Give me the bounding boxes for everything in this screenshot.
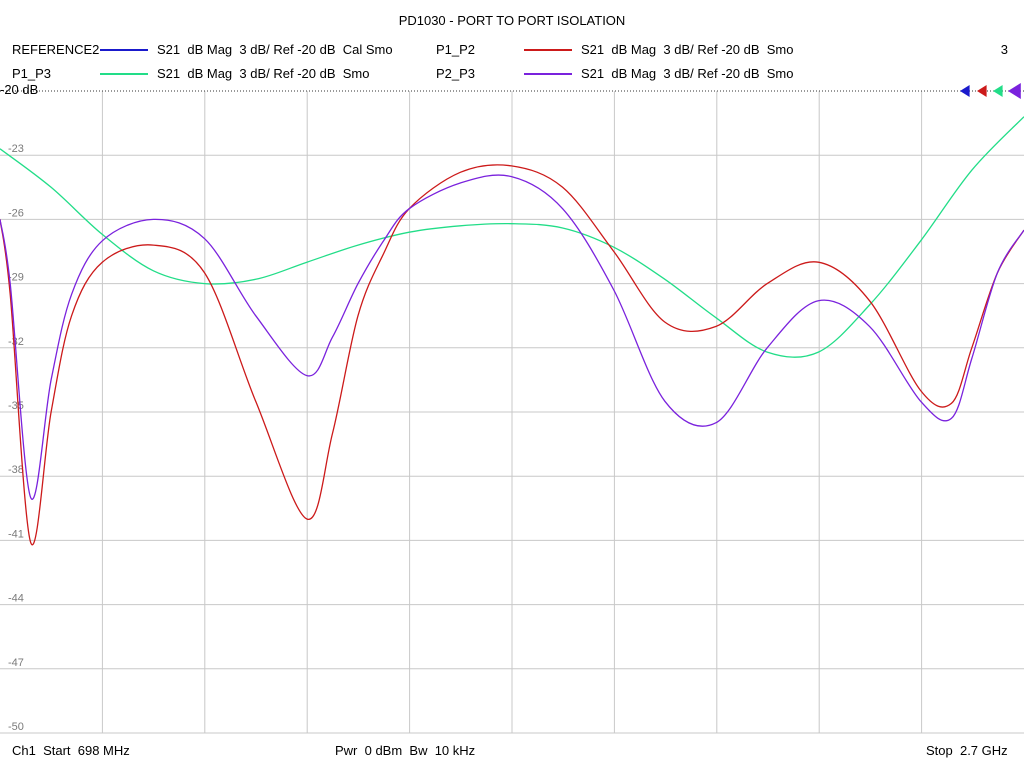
legend-swatch-p1-p3: [100, 73, 148, 75]
y-tick-label: -29: [8, 272, 24, 284]
footer-start: Ch1 Start 698 MHz: [12, 743, 130, 758]
y-tick-label: -47: [8, 657, 24, 669]
trace-count: 3: [1000, 42, 1008, 57]
y-tick-label: -26: [8, 207, 24, 219]
legend-desc-p1-p3: S21 dB Mag 3 dB/ Ref -20 dB Smo: [157, 66, 370, 81]
reference-marker-reference2: [960, 85, 970, 97]
reference-marker-p1-p2: [977, 85, 987, 97]
chart-title: PD1030 - PORT TO PORT ISOLATION: [398, 13, 626, 28]
reference-level-label: -20 dB: [0, 82, 39, 97]
legend-name-p1-p2: P1_P2: [436, 42, 476, 57]
footer-power-bandwidth: Pwr 0 dBm Bw 10 kHz: [335, 743, 476, 758]
series-line-p1-p3: [0, 116, 1024, 358]
y-tick-label: -35: [8, 400, 24, 412]
series-line-p2-p3: [0, 174, 1024, 500]
reference-marker-p1-p3: [993, 85, 1003, 97]
legend-row-1: REFERENCE2 S21 dB Mag 3 dB/ Ref -20 dB C…: [0, 42, 1024, 60]
legend-swatch-p2-p3: [524, 73, 572, 75]
legend-desc-p1-p2: S21 dB Mag 3 dB/ Ref -20 dB Smo: [581, 42, 794, 57]
legend-name-p1-p3: P1_P3: [12, 66, 52, 81]
y-tick-label: -38: [8, 464, 24, 476]
legend-swatch-p1-p2: [524, 49, 572, 51]
y-tick-label: -50: [8, 721, 24, 733]
y-tick-label: -44: [8, 593, 24, 605]
y-tick-label: -32: [8, 336, 24, 348]
y-tick-label: -41: [8, 528, 24, 540]
legend-name-reference2: REFERENCE2: [12, 42, 100, 57]
legend-name-p2-p3: P2_P3: [436, 66, 476, 81]
legend-row-2: P1_P3 S21 dB Mag 3 dB/ Ref -20 dB Smo P2…: [0, 66, 1024, 84]
y-tick-label: -23: [8, 143, 24, 155]
series-line-p1-p2: [0, 164, 1024, 546]
legend-desc-reference2: S21 dB Mag 3 dB/ Ref -20 dB Cal Smo: [157, 42, 393, 57]
reference-marker-p2-p3: [1008, 83, 1021, 99]
legend-swatch-reference2: [100, 49, 148, 51]
legend-desc-p2-p3: S21 dB Mag 3 dB/ Ref -20 dB Smo: [581, 66, 794, 81]
footer-stop: Stop 2.7 GHz: [926, 743, 1008, 758]
